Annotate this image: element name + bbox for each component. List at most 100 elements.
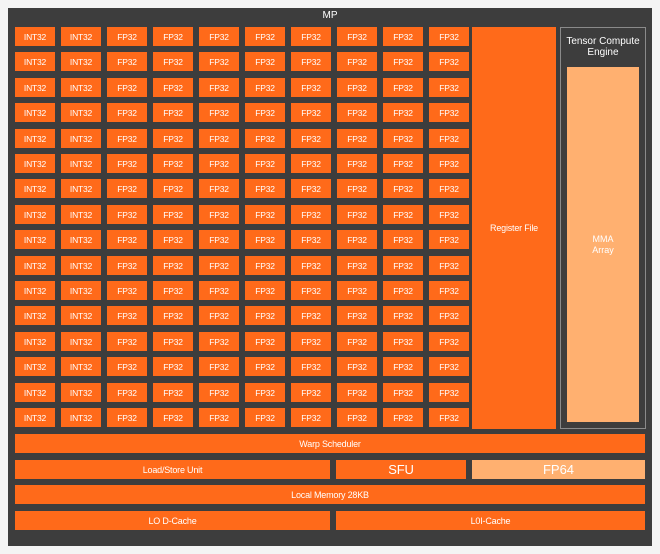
fp32-core: FP32 bbox=[383, 78, 423, 97]
fp32-core: FP32 bbox=[383, 306, 423, 325]
fp32-core: FP32 bbox=[153, 332, 193, 351]
fp32-core: FP32 bbox=[291, 78, 331, 97]
fp32-core: FP32 bbox=[107, 306, 147, 325]
fp32-core: FP32 bbox=[107, 129, 147, 148]
fp32-core: FP32 bbox=[291, 383, 331, 402]
fp32-core: FP32 bbox=[337, 78, 377, 97]
fp32-core: FP32 bbox=[383, 408, 423, 427]
fp32-core: FP32 bbox=[291, 256, 331, 275]
fp32-core: FP32 bbox=[383, 103, 423, 122]
int32-core: INT32 bbox=[61, 52, 101, 71]
fp32-core: FP32 bbox=[337, 52, 377, 71]
fp32-core: FP32 bbox=[383, 129, 423, 148]
fp32-core: FP32 bbox=[383, 154, 423, 173]
int32-core: INT32 bbox=[61, 103, 101, 122]
fp32-core: FP32 bbox=[199, 103, 239, 122]
fp32-core: FP32 bbox=[429, 52, 469, 71]
fp32-core: FP32 bbox=[199, 78, 239, 97]
fp32-core: FP32 bbox=[199, 205, 239, 224]
fp32-core: FP32 bbox=[153, 103, 193, 122]
fp32-core: FP32 bbox=[337, 179, 377, 198]
fp32-core: FP32 bbox=[107, 179, 147, 198]
fp32-core: FP32 bbox=[199, 27, 239, 46]
fp32-core: FP32 bbox=[199, 179, 239, 198]
fp32-core: FP32 bbox=[245, 52, 285, 71]
tensor-engine-title-line1: Tensor Compute bbox=[566, 36, 640, 47]
fp32-core: FP32 bbox=[429, 281, 469, 300]
fp32-core: FP32 bbox=[429, 256, 469, 275]
fp32-core: FP32 bbox=[291, 129, 331, 148]
fp32-core: FP32 bbox=[153, 52, 193, 71]
fp32-core: FP32 bbox=[245, 129, 285, 148]
int32-core: INT32 bbox=[15, 52, 55, 71]
fp32-core: FP32 bbox=[199, 129, 239, 148]
int32-core: INT32 bbox=[15, 306, 55, 325]
fp32-core: FP32 bbox=[245, 383, 285, 402]
fp32-core: FP32 bbox=[107, 205, 147, 224]
int32-core: INT32 bbox=[15, 281, 55, 300]
fp32-core: FP32 bbox=[107, 357, 147, 376]
fp32-core: FP32 bbox=[337, 103, 377, 122]
fp32-core: FP32 bbox=[153, 281, 193, 300]
fp32-core: FP32 bbox=[429, 103, 469, 122]
fp32-core: FP32 bbox=[245, 332, 285, 351]
fp32-core: FP32 bbox=[291, 205, 331, 224]
int32-core: INT32 bbox=[15, 129, 55, 148]
fp32-core: FP32 bbox=[383, 52, 423, 71]
fp32-core: FP32 bbox=[107, 383, 147, 402]
fp32-core: FP32 bbox=[337, 306, 377, 325]
warp-scheduler: Warp Scheduler bbox=[15, 434, 645, 453]
int32-core: INT32 bbox=[61, 129, 101, 148]
tensor-engine-title-line2: Engine bbox=[587, 47, 619, 58]
fp32-core: FP32 bbox=[291, 27, 331, 46]
fp32-core: FP32 bbox=[383, 179, 423, 198]
fp32-core: FP32 bbox=[429, 332, 469, 351]
fp32-core: FP32 bbox=[245, 306, 285, 325]
fp32-core: FP32 bbox=[291, 230, 331, 249]
fp32-core: FP32 bbox=[199, 357, 239, 376]
fp32-core: FP32 bbox=[291, 103, 331, 122]
load-store-unit: Load/Store Unit bbox=[15, 460, 330, 479]
mp-title: MP bbox=[322, 10, 338, 21]
fp32-core: FP32 bbox=[153, 357, 193, 376]
int32-core: INT32 bbox=[61, 154, 101, 173]
fp32-core: FP32 bbox=[199, 408, 239, 427]
fp32-core: FP32 bbox=[245, 357, 285, 376]
fp32-core: FP32 bbox=[153, 383, 193, 402]
fp32-core: FP32 bbox=[245, 103, 285, 122]
int32-core: INT32 bbox=[61, 357, 101, 376]
fp32-core: FP32 bbox=[199, 332, 239, 351]
local-memory: Local Memory 28KB bbox=[15, 485, 645, 504]
fp32-core: FP32 bbox=[291, 357, 331, 376]
int32-core: INT32 bbox=[15, 103, 55, 122]
int32-core: INT32 bbox=[15, 332, 55, 351]
fp32-core: FP32 bbox=[337, 332, 377, 351]
fp32-core: FP32 bbox=[153, 78, 193, 97]
fp32-core: FP32 bbox=[245, 408, 285, 427]
fp32-core: FP32 bbox=[107, 52, 147, 71]
int32-core: INT32 bbox=[61, 281, 101, 300]
fp32-core: FP32 bbox=[337, 154, 377, 173]
int32-core: INT32 bbox=[61, 256, 101, 275]
fp32-core: FP32 bbox=[153, 154, 193, 173]
fp32-core: FP32 bbox=[291, 52, 331, 71]
fp32-core: FP32 bbox=[337, 281, 377, 300]
fp32-core: FP32 bbox=[153, 129, 193, 148]
fp32-core: FP32 bbox=[153, 256, 193, 275]
fp32-core: FP32 bbox=[199, 256, 239, 275]
int32-core: INT32 bbox=[15, 256, 55, 275]
fp32-core: FP32 bbox=[383, 332, 423, 351]
fp32-core: FP32 bbox=[337, 230, 377, 249]
fp32-core: FP32 bbox=[245, 205, 285, 224]
fp32-core: FP32 bbox=[153, 27, 193, 46]
fp32-core: FP32 bbox=[429, 408, 469, 427]
fp32-core: FP32 bbox=[429, 357, 469, 376]
fp32-core: FP32 bbox=[429, 179, 469, 198]
fp32-core: FP32 bbox=[199, 154, 239, 173]
int32-core: INT32 bbox=[61, 78, 101, 97]
fp32-core: FP32 bbox=[107, 154, 147, 173]
int32-core: INT32 bbox=[15, 154, 55, 173]
int32-core: INT32 bbox=[61, 27, 101, 46]
fp32-core: FP32 bbox=[383, 383, 423, 402]
fp32-core: FP32 bbox=[245, 230, 285, 249]
